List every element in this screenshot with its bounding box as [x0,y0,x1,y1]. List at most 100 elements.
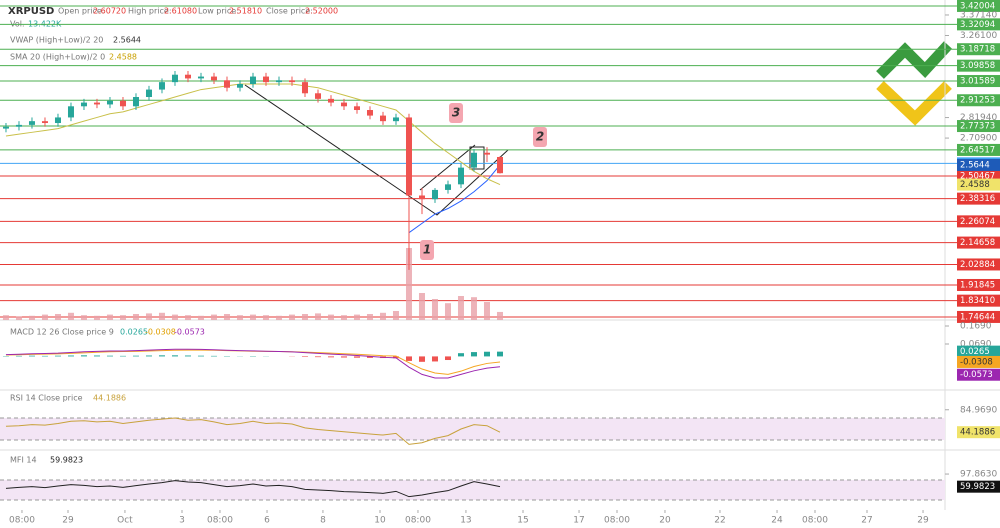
macd-histogram [210,355,217,357]
candle-body [145,89,152,98]
ohlc-value: 2.52000 [305,7,338,16]
level-label-bg [957,120,1000,133]
candle-body [379,115,386,122]
macd-histogram [93,355,100,357]
level-label-bg [957,192,1000,205]
ohlc-value: 2.60720 [93,7,126,16]
candle-body [80,102,87,107]
volume-bar [496,311,503,320]
volume-bar [210,314,217,320]
volume-bar [67,312,74,320]
volume-bar [236,315,243,320]
ohlc-value: 2.61080 [164,7,197,16]
macd-histogram [158,355,165,357]
level-label-bg [957,258,1000,271]
volume-bar [80,315,87,320]
logo-green [876,41,953,79]
y-tick-label: 84.9690 [960,405,997,415]
level-label: 1.74644 [960,312,995,322]
volume-bar [2,315,9,320]
macd-title: MACD 12 26 Close price 9 [10,328,114,337]
indicator-label: 59.9823 [960,482,995,492]
level-label-bg [957,75,1000,88]
candle-body [223,80,230,88]
macd-histogram [15,355,22,357]
sma-label: 2.4588 [960,180,990,190]
volume-bar [119,315,126,320]
macd-histogram [106,355,113,357]
macd-histogram [340,356,347,358]
rsi-title: RSI 14 Close price [10,394,83,403]
volume-bar [184,315,191,320]
y-tick-label: 0.0690 [960,339,992,349]
volume-bar [28,315,35,320]
volume-bar [262,315,269,320]
level-label: 1.83410 [960,296,995,306]
box-drawing [469,146,485,170]
macd-histogram [80,355,87,357]
x-tick-label: 13 [460,516,471,526]
mfi-value: 59.9823 [50,456,83,465]
macd-histogram [327,356,334,358]
volume-bar [340,315,347,320]
x-tick-label: 08:00 [604,516,630,526]
macd-label-bg [957,368,1000,381]
macd-hist-value: 0.0265 [120,328,148,337]
x-tick-label: 22 [714,516,725,526]
macd-histogram [132,355,139,357]
macd-value: -0.0573 [174,328,205,337]
x-tick-label: 8 [320,516,326,526]
volume-bar [431,299,438,320]
volume-bar [132,314,139,320]
macd-histogram [353,356,360,358]
macd-histogram [470,352,477,357]
series-line [5,349,501,375]
level-label: 2.14658 [960,238,995,248]
candle-body [249,76,256,84]
x-tick-label: 29 [62,516,74,526]
y-tick-label: 3.37140 [960,10,997,20]
level-label-bg [957,294,1000,307]
x-tick-label: 17 [573,516,584,526]
drawings [244,84,509,216]
macd-histogram [301,356,308,357]
x-tick-label: 08:00 [9,516,35,526]
candle-body [483,152,490,155]
macd-histogram [197,355,204,357]
x-tick-label: 08:00 [802,516,828,526]
macd-histogram [366,356,373,358]
macd-histogram [483,351,490,357]
y-tick-label: 2.70900 [960,134,997,144]
candle-body [119,100,126,107]
macd-label: -0.0573 [960,370,993,380]
candle-body [28,121,35,125]
level-label: 2.02884 [960,260,995,270]
candle-body [301,82,308,94]
x-tick-label: 08:00 [405,516,431,526]
indicator-label: 44.1886 [960,428,995,438]
volume-bar [93,315,100,320]
volume-bar [301,314,308,320]
volume-bar [106,314,113,320]
level-label-bg [957,43,1000,56]
candle-body [210,76,217,81]
macd-histogram [392,356,399,359]
rsi-value: 44.1886 [93,394,126,403]
volume-bar [379,312,386,320]
level-label-bg [957,215,1000,228]
annotation-box [449,103,463,123]
volume-bar [392,311,399,320]
macd-histogram [418,356,425,362]
volume-bar [54,314,61,320]
macd-histogram [41,355,48,357]
logo-yellow [876,80,952,126]
volume-bar [457,296,464,320]
candle-body [262,76,269,83]
volume-bar [314,313,321,320]
annotation-box [533,127,547,147]
macd-histogram [457,353,464,357]
level-label: 3.01589 [960,77,995,87]
candle-body [496,156,503,174]
volume-bar [353,314,360,320]
x-tick-label: Oct [117,516,133,526]
